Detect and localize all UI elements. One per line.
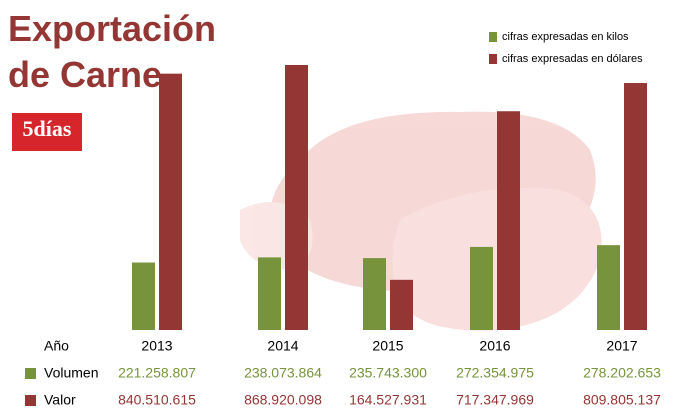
- value-label: 840.510.615: [118, 392, 196, 408]
- bar: [624, 83, 647, 330]
- logo: 5días: [12, 113, 82, 151]
- value-label: 221.258.807: [118, 365, 196, 381]
- bar: [497, 111, 520, 331]
- bar: [597, 245, 620, 330]
- value-label: 868.920.098: [244, 392, 322, 408]
- bar: [390, 279, 413, 330]
- bar: [470, 246, 493, 330]
- bar: [132, 262, 155, 330]
- row-label: Valor: [44, 392, 76, 408]
- chart-title: Exportación de Carne: [8, 8, 217, 95]
- value-label: 809.805.137: [583, 392, 661, 408]
- x-tick-label: 2015: [372, 338, 403, 354]
- row-swatch: [25, 368, 36, 379]
- row-swatch: [25, 395, 36, 406]
- bar: [363, 258, 386, 330]
- value-label: 272.354.975: [456, 365, 534, 381]
- x-tick-label: 2017: [606, 338, 637, 354]
- legend-label: cifras expresadas en kilos: [502, 31, 629, 43]
- category-label: Año: [44, 338, 69, 354]
- bar: [285, 65, 308, 330]
- value-label: 238.073.864: [244, 365, 322, 381]
- value-label: 235.743.300: [349, 365, 427, 381]
- row-label: Volumen: [44, 365, 98, 381]
- x-tick-label: 2013: [141, 338, 172, 354]
- bar: [258, 257, 281, 330]
- legend-swatch: [489, 54, 497, 64]
- bar: [159, 73, 182, 330]
- legend-label: cifras expresadas en dólares: [502, 53, 643, 65]
- value-label: 164.527.931: [349, 392, 427, 408]
- legend-swatch: [489, 32, 497, 42]
- x-tick-label: 2014: [267, 338, 298, 354]
- x-tick-label: 2016: [479, 338, 510, 354]
- value-label: 278.202.653: [583, 365, 661, 381]
- value-label: 717.347.969: [456, 392, 534, 408]
